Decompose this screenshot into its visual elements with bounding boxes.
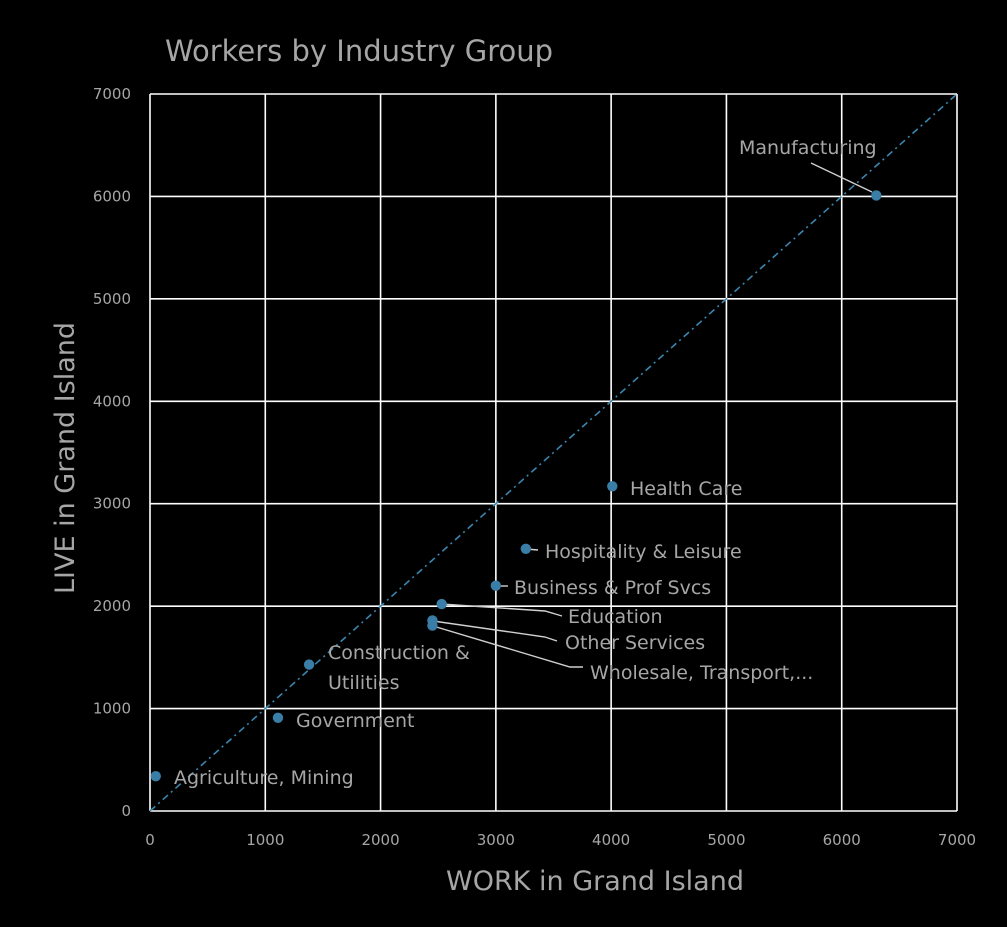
point-label: Government — [296, 710, 415, 732]
x-tick-label: 4000 — [592, 831, 630, 849]
data-point — [272, 712, 284, 723]
data-point — [436, 598, 447, 610]
point-label: Wholesale, Transport,... — [590, 662, 813, 684]
chart-title: Workers by Industry Group — [165, 34, 553, 68]
data-point — [520, 543, 532, 554]
x-tick-label: 6000 — [823, 831, 861, 849]
y-tick-label: 7000 — [93, 85, 131, 103]
y-axis-title: LIVE in Grand Island — [50, 322, 81, 594]
y-tick-label: 6000 — [93, 187, 131, 205]
x-tick-label: 5000 — [707, 831, 745, 849]
point-label: Utilities — [328, 672, 400, 694]
leader-lines — [432, 162, 873, 668]
tick-labels: 0 1000 2000 3000 4000 5000 6000 7000 0 1000 2000 30… — [93, 85, 976, 849]
x-tick-label: 2000 — [361, 831, 399, 849]
x-tick-label: 1000 — [246, 831, 284, 849]
y-tick-label: 4000 — [93, 392, 131, 410]
data-point — [150, 770, 161, 782]
x-tick-label: 7000 — [938, 831, 976, 849]
leader-line — [810, 162, 873, 193]
point-label: Agriculture, Mining — [174, 767, 354, 789]
point-label: Manufacturing — [739, 137, 877, 159]
y-tick-label: 3000 — [93, 495, 131, 513]
data-point — [607, 481, 618, 492]
x-axis-title: WORK in Grand Island — [446, 866, 744, 897]
y-tick-label: 1000 — [93, 700, 131, 718]
y-tick-label: 0 — [121, 802, 131, 820]
point-label: Education — [568, 606, 663, 628]
reference-line-group — [149, 93, 958, 812]
data-point — [303, 659, 315, 670]
leader-line — [432, 620, 558, 642]
leader-line — [440, 603, 563, 617]
y-tick-label: 2000 — [93, 597, 131, 615]
point-label: Hospitality & Leisure — [545, 541, 742, 563]
data-points — [150, 190, 882, 782]
data-point — [490, 580, 502, 591]
point-label: Construction & — [328, 642, 470, 664]
point-label: Health Care — [630, 478, 742, 500]
leader-line — [432, 625, 583, 668]
x-tick-label: 3000 — [477, 831, 515, 849]
point-label: Other Services — [565, 632, 705, 654]
data-point — [871, 190, 882, 201]
point-labels: Agriculture, Mining Government Constructio… — [174, 137, 877, 789]
x-tick-label: 0 — [145, 831, 155, 849]
y-tick-label: 5000 — [93, 290, 131, 308]
data-point — [427, 620, 438, 631]
grid-lines — [149, 93, 958, 812]
point-label: Business & Prof Svcs — [514, 577, 711, 599]
reference-line — [149, 93, 958, 812]
